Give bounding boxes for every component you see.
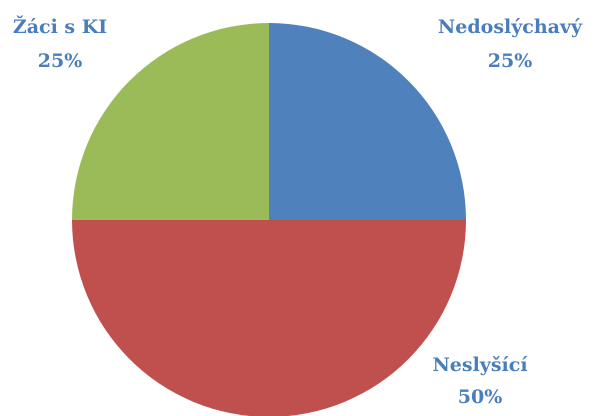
slice-label: Žáci s KI <box>13 15 107 38</box>
slice-value-label: 25% <box>38 50 83 72</box>
pie-slice <box>72 220 466 416</box>
pie-slice <box>269 23 466 220</box>
slice-label: Neslyšící <box>432 354 528 376</box>
slice-value-label: 50% <box>458 386 503 408</box>
pie-slice <box>72 23 269 220</box>
slice-label: Nedoslýchavý <box>438 16 583 38</box>
slice-value-label: 25% <box>488 50 533 72</box>
